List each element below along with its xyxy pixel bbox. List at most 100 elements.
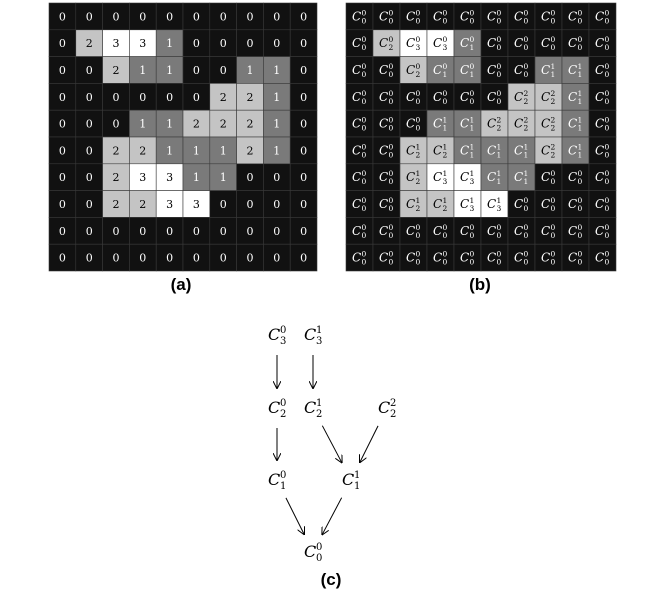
grid-b-cell-superscript: 1 bbox=[443, 196, 448, 205]
grid-b-cell: C 01 bbox=[453, 29, 482, 57]
grid-a-cell: 0 bbox=[129, 243, 157, 272]
grid-b-cell-label: C bbox=[487, 117, 496, 131]
grid-b-cell: C 00 bbox=[453, 2, 482, 31]
grid-a-cell-value: 0 bbox=[166, 252, 173, 265]
grid-b-cell: C 00 bbox=[507, 217, 536, 245]
grid-a-cell-value: 1 bbox=[247, 64, 254, 77]
grid-b-cell: C 22 bbox=[507, 109, 536, 138]
grid-a-cell: 0 bbox=[75, 190, 103, 218]
grid-b-cell-label: C bbox=[406, 143, 415, 157]
grid-a-cell-value: 2 bbox=[139, 144, 146, 157]
grid-b-cell-label: C bbox=[406, 224, 415, 238]
grid-b-cell-subscript: 1 bbox=[470, 43, 475, 52]
grid-b-cell-superscript: 1 bbox=[578, 116, 583, 125]
grid-b-cell-label: C bbox=[487, 224, 496, 238]
grid-b-cell-label: C bbox=[541, 197, 550, 211]
grid-b-cell: C 11 bbox=[480, 136, 509, 165]
grid-b-cell-superscript: 0 bbox=[443, 250, 448, 259]
grid-b-cell-label: C bbox=[406, 36, 415, 50]
grid-b-cell-label: C bbox=[352, 63, 361, 77]
grid-b-cell-label: C bbox=[460, 197, 469, 211]
grid-a-cell: 0 bbox=[102, 217, 130, 245]
grid-a-cell-value: 1 bbox=[273, 91, 280, 104]
grid-b-cell: C 00 bbox=[588, 56, 617, 84]
grid-b-cell-label: C bbox=[541, 117, 550, 131]
grid-b-cell-label: C bbox=[514, 90, 523, 104]
grid-b-cell: C 00 bbox=[399, 109, 428, 138]
grid-a-cell: 2 bbox=[236, 83, 264, 111]
grid-b-cell-label: C bbox=[568, 90, 577, 104]
grid-a-cell: 0 bbox=[48, 136, 77, 165]
grid-a-cell: 3 bbox=[155, 163, 184, 191]
grid-b-cell-superscript: 0 bbox=[443, 8, 448, 17]
grid-a-cell-value: 0 bbox=[86, 10, 93, 23]
grid-b-cell-subscript: 1 bbox=[578, 70, 583, 79]
grid-b-cell-label: C bbox=[379, 117, 388, 131]
grid-b-cell-superscript: 2 bbox=[551, 116, 556, 125]
grid-a-cell-value: 0 bbox=[300, 64, 307, 77]
grid-a-cell: 0 bbox=[236, 243, 264, 272]
grid-a-cell: 1 bbox=[263, 56, 291, 84]
grid-a-cell: 0 bbox=[48, 109, 77, 138]
grid-b-cell: C 22 bbox=[507, 83, 536, 111]
grid-b-cell-label: C bbox=[460, 9, 469, 23]
grid-b-cell-label: C bbox=[460, 63, 469, 77]
grid-a-cell: 0 bbox=[263, 29, 291, 57]
grid-a-cell-value: 0 bbox=[220, 37, 227, 50]
grid-b-cell: C 00 bbox=[372, 136, 401, 165]
grid-b-cell-label: C bbox=[595, 143, 604, 157]
grid-b-cell-label: C bbox=[568, 143, 577, 157]
grid-b-cell-subscript: 1 bbox=[551, 70, 556, 79]
grid-b-cell-label: C bbox=[460, 143, 469, 157]
hierarchy-node-label: C bbox=[378, 398, 390, 417]
hierarchy-node-label: C bbox=[304, 398, 316, 417]
grid-b-cell-superscript: 0 bbox=[578, 196, 583, 205]
grid-b-cell-subscript: 0 bbox=[443, 97, 448, 106]
grid-a-cell: 0 bbox=[129, 217, 157, 245]
grid-b-cell-subscript: 3 bbox=[470, 204, 475, 213]
grid-a-cell: 0 bbox=[209, 190, 237, 218]
grid-b-cell-label: C bbox=[514, 224, 523, 238]
grid-b-cell-label: C bbox=[379, 36, 388, 50]
grid-b-cell: C 00 bbox=[345, 136, 374, 165]
grid-a-cell: 1 bbox=[129, 109, 157, 138]
grid-b-cell-superscript: 0 bbox=[443, 35, 448, 44]
grid-b-cell-label: C bbox=[595, 224, 604, 238]
grid-a-cell: 1 bbox=[155, 29, 184, 57]
grid-b-cell-subscript: 0 bbox=[443, 16, 448, 25]
grid-a-cell-value: 0 bbox=[300, 171, 307, 184]
grid-b-cell: C 00 bbox=[399, 83, 428, 111]
grid-a-cell: 3 bbox=[129, 29, 157, 57]
grid-b-cell-subscript: 2 bbox=[551, 124, 556, 133]
grid-b-cell-subscript: 2 bbox=[443, 150, 448, 159]
hierarchy-node-superscript: 1 bbox=[316, 325, 322, 336]
grid-a-cell: 2 bbox=[209, 109, 237, 138]
grid-a-cell: 1 bbox=[182, 136, 211, 165]
grid-b-cell-superscript: 0 bbox=[497, 89, 502, 98]
grid-b-cell-subscript: 0 bbox=[416, 231, 421, 240]
grid-b-cell-label: C bbox=[460, 224, 469, 238]
grid-b-cell-subscript: 0 bbox=[443, 231, 448, 240]
grid-a-cell: 0 bbox=[209, 29, 237, 57]
grid-b-cell-superscript: 0 bbox=[389, 8, 394, 17]
grid-b-cell-superscript: 1 bbox=[443, 169, 448, 178]
grid-b-cell-label: C bbox=[541, 170, 550, 184]
grid-a-cell-value: 0 bbox=[166, 91, 173, 104]
grid-a-cell-value: 0 bbox=[59, 198, 66, 211]
grid-a-cell-value: 0 bbox=[59, 37, 66, 50]
grid-b-cell-label: C bbox=[352, 90, 361, 104]
grid-a-cell-value: 3 bbox=[166, 171, 173, 184]
grid-b-cell-superscript: 0 bbox=[470, 89, 475, 98]
grid-a-cell: 0 bbox=[289, 243, 318, 272]
grid-a-cell: 0 bbox=[75, 109, 103, 138]
grid-b-cell-label: C bbox=[379, 170, 388, 184]
grid-a-cell-value: 0 bbox=[300, 10, 307, 23]
grid-b-cell-superscript: 0 bbox=[497, 62, 502, 71]
hierarchy-node-label: C bbox=[342, 470, 354, 489]
grid-b-cell-subscript: 0 bbox=[389, 97, 394, 106]
grid-a-cell-value: 0 bbox=[220, 225, 227, 238]
grid-b-cell-label: C bbox=[352, 251, 361, 265]
grid-a-cell-value: 0 bbox=[86, 198, 93, 211]
grid-b-cell-subscript: 0 bbox=[605, 43, 610, 52]
grid-a-cell-value: 0 bbox=[193, 10, 200, 23]
